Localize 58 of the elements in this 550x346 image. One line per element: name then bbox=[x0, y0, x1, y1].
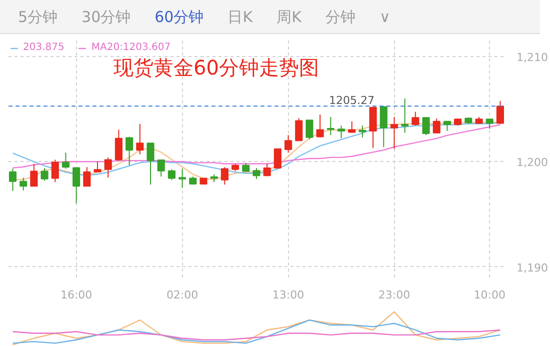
x-tick-label: 10:00 bbox=[474, 288, 506, 302]
candlestick bbox=[94, 161, 102, 172]
x-tick-label: 02:00 bbox=[166, 288, 198, 302]
candlestick bbox=[316, 114, 324, 138]
legend-label: MA20:1203.607 bbox=[91, 42, 171, 53]
candlestick bbox=[401, 98, 409, 134]
candlestick bbox=[168, 168, 176, 180]
candlestick bbox=[136, 123, 144, 155]
ref-line-label: 1205.27 bbox=[329, 94, 375, 108]
legend-label: 203.875 bbox=[23, 42, 64, 53]
candlestick bbox=[104, 157, 112, 178]
candlestick bbox=[40, 168, 48, 182]
y-tick-label: 1,190 bbox=[516, 261, 548, 274]
candlestick bbox=[8, 168, 17, 192]
text: 60分钟 bbox=[154, 7, 204, 28]
candlestick bbox=[157, 160, 165, 178]
candlestick bbox=[348, 120, 356, 134]
text: 5分钟 bbox=[18, 7, 58, 28]
candlestick bbox=[83, 166, 91, 187]
candlestick bbox=[412, 111, 420, 126]
candlestick bbox=[72, 167, 80, 204]
text: 周K bbox=[276, 7, 302, 28]
x-tick-label: 13:00 bbox=[272, 288, 304, 302]
candlestick bbox=[284, 134, 292, 154]
candlestick bbox=[422, 116, 430, 136]
candlestick bbox=[20, 177, 28, 191]
candlestick bbox=[432, 118, 440, 134]
candlestick bbox=[126, 136, 134, 166]
text: 日K bbox=[228, 7, 253, 28]
y-tick-label: 1,200 bbox=[516, 156, 548, 170]
candlestick bbox=[220, 166, 228, 186]
candlestick bbox=[337, 125, 346, 139]
text: 现货黄金60分钟走势图 bbox=[114, 56, 319, 80]
text: 30分钟 bbox=[82, 7, 131, 28]
candlestick bbox=[326, 116, 334, 136]
text: ∨ bbox=[379, 7, 390, 28]
candlestick bbox=[306, 120, 314, 140]
text: 分钟 bbox=[325, 7, 356, 28]
candlestick bbox=[496, 100, 504, 124]
y-tick-label: 1,210 bbox=[516, 50, 548, 64]
candlestick bbox=[62, 152, 70, 170]
candlestick bbox=[263, 163, 271, 176]
candlestick bbox=[380, 106, 388, 148]
candlestick bbox=[178, 168, 186, 188]
candlestick bbox=[30, 163, 38, 187]
candlestick bbox=[295, 118, 303, 142]
candlestick bbox=[486, 118, 494, 130]
candlestick bbox=[51, 159, 59, 183]
candlestick bbox=[390, 116, 398, 150]
candlestick bbox=[369, 106, 377, 148]
candlestick bbox=[252, 168, 260, 180]
x-tick-label: 16:00 bbox=[60, 288, 92, 302]
candlestick bbox=[114, 129, 122, 162]
x-tick-label: 23:00 bbox=[378, 288, 410, 302]
candlestick bbox=[443, 120, 451, 132]
candlestick bbox=[274, 148, 282, 169]
candlestick bbox=[146, 142, 154, 186]
candlestick bbox=[358, 125, 366, 138]
